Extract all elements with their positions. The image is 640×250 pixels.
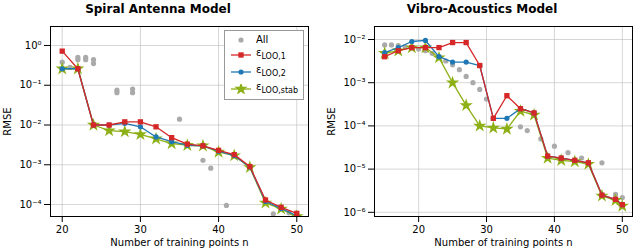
svg-text:10⁻³: 10⁻³ (343, 77, 365, 88)
html-text:Vibro-Acoustics Model: Vibro-Acoustics Model (406, 2, 558, 16)
svg-text:RMSE: RMSE (2, 107, 13, 135)
svg-text:10⁻⁴: 10⁻⁴ (19, 199, 41, 210)
html-text:εLOO,stab: εLOO,stab (256, 81, 298, 95)
svg-text:30: 30 (480, 224, 493, 235)
svg-text:40: 40 (548, 224, 561, 235)
svg-text:20: 20 (56, 224, 69, 235)
html-text:εLOO,2: εLOO,2 (256, 64, 286, 78)
html-text:All: All (256, 34, 269, 45)
svg-text:30: 30 (134, 224, 147, 235)
svg-text:10⁰: 10⁰ (25, 40, 42, 51)
svg-text:50: 50 (616, 224, 629, 235)
svg-text:RMSE: RMSE (326, 107, 337, 135)
svg-text:10⁻⁴: 10⁻⁴ (343, 120, 365, 131)
svg-text:10⁻²: 10⁻² (343, 34, 365, 45)
svg-text:10⁻⁶: 10⁻⁶ (343, 207, 365, 218)
svg-text:Number of training points n: Number of training points n (110, 237, 248, 248)
svg-text:10⁻³: 10⁻³ (19, 159, 41, 170)
svg-text:50: 50 (290, 224, 303, 235)
html-text:εLOO,1: εLOO,1 (256, 47, 286, 61)
svg-text:20: 20 (412, 224, 425, 235)
svg-text:10⁻⁵: 10⁻⁵ (343, 163, 365, 174)
svg-text:10⁻¹: 10⁻¹ (19, 79, 41, 90)
svg-text:40: 40 (212, 224, 225, 235)
html-text:Spiral Antenna Model: Spiral Antenna Model (85, 2, 231, 16)
svg-text:Number of training points n: Number of training points n (434, 237, 572, 248)
svg-text:10⁻²: 10⁻² (19, 119, 41, 130)
